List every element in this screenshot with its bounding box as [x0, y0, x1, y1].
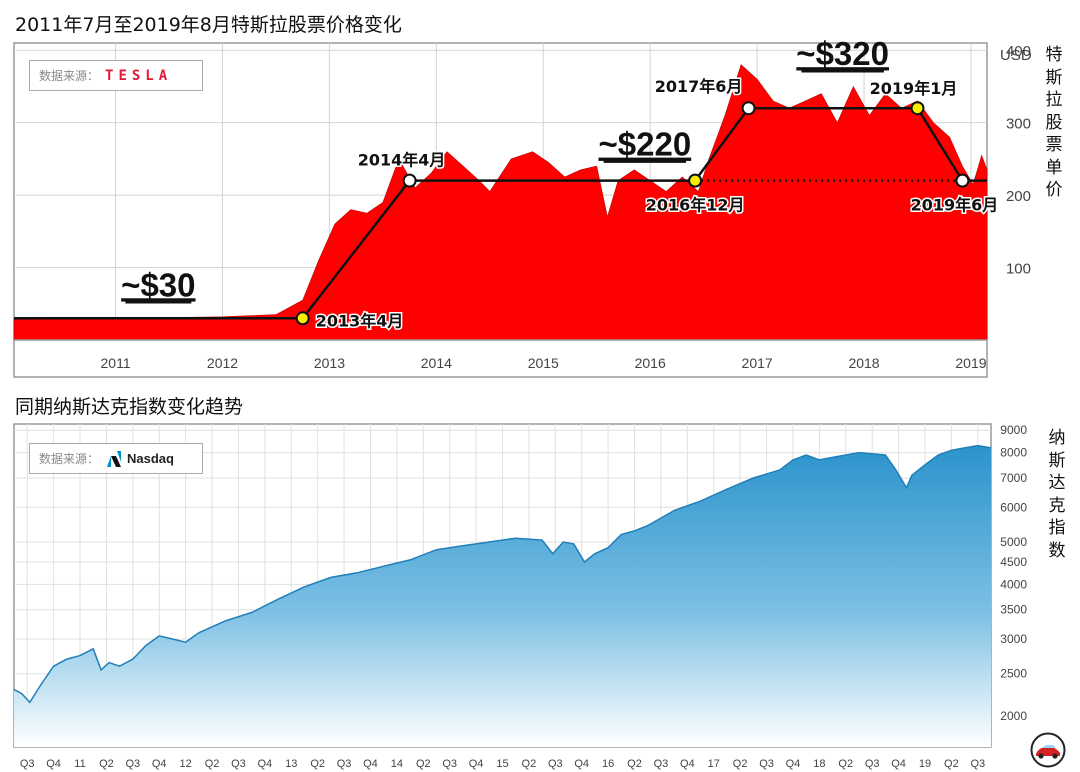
tesla-y-axis-label: 特斯拉股票单价 — [1045, 45, 1063, 200]
nasdaq-y-tick-label: 5000 — [1000, 535, 1027, 549]
car-icon — [1030, 732, 1066, 768]
tesla-x-tick-label: 2015 — [528, 355, 559, 371]
nasdaq-logo-text: Nasdaq — [127, 451, 174, 466]
nasdaq-x-tick-label: Q3 — [125, 758, 140, 770]
tesla-y-tick-label: 200 — [1006, 188, 1031, 205]
nasdaq-chart-title: 同期纳斯达克指数变化趋势 — [15, 396, 244, 418]
nasdaq-x-tick-label: 13 — [285, 758, 297, 770]
nasdaq-x-tick-label: 19 — [919, 758, 931, 770]
nasdaq-logo-icon: Nasdaq — [105, 450, 174, 468]
nasdaq-x-tick-label: 15 — [496, 758, 508, 770]
tesla-trend-point — [910, 101, 925, 116]
nasdaq-x-tick-label: Q2 — [205, 758, 220, 770]
tesla-x-tick-label: 2012 — [207, 355, 238, 371]
nasdaq-source-box: 数据来源： Nasdaq — [29, 443, 203, 474]
tesla-x-tick-label: 2013 — [314, 355, 345, 371]
nasdaq-y-tick-label: 6000 — [1000, 500, 1027, 514]
nasdaq-y-tick-label: 4500 — [1000, 555, 1027, 569]
tesla-price-annotation: ~$220 — [599, 126, 692, 163]
nasdaq-x-tick-label: Q2 — [310, 758, 325, 770]
tesla-y-tick-label: 300 — [1006, 116, 1031, 133]
tesla-source-box: 数据来源： TESLA — [29, 60, 203, 91]
source-label: 数据来源： — [39, 452, 100, 466]
nasdaq-index-area — [14, 445, 991, 747]
tesla-date-annotation: 2019年6月 — [911, 196, 999, 215]
nasdaq-x-tick-label: Q2 — [838, 758, 853, 770]
nasdaq-x-tick-label: Q2 — [522, 758, 537, 770]
nasdaq-y-tick-label: 8000 — [1000, 446, 1027, 460]
tesla-x-tick-label: 2011 — [101, 355, 131, 371]
nasdaq-x-tick-label: Q2 — [627, 758, 642, 770]
nasdaq-x-tick-label: Q4 — [46, 758, 61, 770]
nasdaq-y-tick-label: 3500 — [1000, 603, 1027, 617]
nasdaq-y-tick-label: 4000 — [1000, 577, 1027, 591]
nasdaq-y-axis-label: 纳斯达克指数 — [1048, 428, 1066, 561]
nasdaq-x-tick-label: Q4 — [891, 758, 906, 770]
nasdaq-x-tick-label: Q4 — [469, 758, 484, 770]
nasdaq-x-tick-label: Q3 — [337, 758, 352, 770]
nasdaq-chart: Q3 Q4 11 Q2 Q3 Q4 12 Q2 Q3 Q4 13 Q2 Q3 Q4 14 Q2 Q3 Q4 15 Q2… — [13, 423, 1027, 770]
tesla-logo-icon: TESLA — [105, 67, 173, 84]
nasdaq-x-tick-label: Q3 — [548, 758, 563, 770]
nasdaq-index-line — [13, 444, 992, 704]
source-label: 数据来源： — [39, 69, 100, 83]
nasdaq-x-tick-label: Q4 — [152, 758, 167, 770]
nasdaq-y-tick-label: 9000 — [1000, 423, 1027, 437]
nasdaq-mark-icon — [107, 450, 122, 467]
nasdaq-x-tick-label: 17 — [708, 758, 720, 770]
tesla-chart-title: 2011年7月至2019年8月特斯拉股票价格变化 — [15, 14, 402, 36]
nasdaq-x-tick-label: 16 — [602, 758, 614, 770]
tesla-date-annotation: 2019年1月 — [870, 79, 958, 98]
tesla-x-tick-label: 2017 — [742, 355, 773, 371]
nasdaq-x-tick-label: Q4 — [258, 758, 273, 770]
tesla-date-annotation: 2016年12月 — [646, 196, 745, 215]
tesla-trend-line — [14, 106, 987, 320]
nasdaq-x-tick-label: Q3 — [442, 758, 457, 770]
tesla-y-tick-label: 100 — [1006, 261, 1031, 278]
tesla-date-annotation: 2014年4月 — [358, 151, 446, 170]
nasdaq-y-tick-label: 2000 — [1000, 709, 1027, 723]
nasdaq-x-tick-label: 14 — [391, 758, 403, 770]
tesla-x-tick-label: 2018 — [848, 355, 879, 371]
nasdaq-x-tick-label: Q3 — [20, 758, 35, 770]
tesla-trend-point — [741, 101, 756, 116]
nasdaq-x-tick-label: Q4 — [363, 758, 378, 770]
nasdaq-x-tick-label: Q4 — [680, 758, 695, 770]
tesla-chart: 2011 2012 2013 2014 2015 2016 2017 2018 2019 USD 1… — [13, 35, 1032, 378]
tesla-trend-point — [955, 173, 970, 188]
nasdaq-y-tick-label: 2500 — [1000, 667, 1027, 681]
nasdaq-x-tick-label: Q3 — [759, 758, 774, 770]
nasdaq-x-tick-label: Q3 — [970, 758, 985, 770]
nasdaq-x-tick-label: Q3 — [865, 758, 880, 770]
nasdaq-x-tick-label: Q3 — [231, 758, 246, 770]
nasdaq-x-tick-label: Q2 — [733, 758, 748, 770]
tesla-trend-point — [688, 173, 703, 188]
tesla-price-annotation: ~$30 — [121, 266, 195, 303]
nasdaq-x-tick-label: Q4 — [574, 758, 589, 770]
nasdaq-x-tick-label: Q2 — [99, 758, 114, 770]
nasdaq-x-tick-label: 11 — [74, 758, 85, 770]
tesla-date-annotation: 2013年4月 — [316, 311, 404, 330]
nasdaq-x-tick-label: 12 — [180, 758, 192, 770]
tesla-x-tick-label: 2014 — [421, 355, 452, 371]
tesla-trend-point — [295, 311, 310, 326]
tesla-price-annotation: ~$320 — [796, 35, 889, 72]
tesla-x-tick-label: 2019 — [955, 355, 986, 371]
tesla-x-tick-label: 2016 — [635, 355, 666, 371]
nasdaq-x-tick-label: 18 — [813, 758, 825, 770]
nasdaq-x-tick-label: Q2 — [416, 758, 431, 770]
nasdaq-x-tick-label: Q3 — [654, 758, 669, 770]
tesla-y-unit-label: USD — [1000, 47, 1032, 64]
tesla-trend-point — [402, 173, 417, 188]
tesla-x-axis-band — [13, 339, 988, 378]
nasdaq-y-tick-label: 7000 — [1000, 471, 1027, 485]
tesla-date-annotation: 2017年6月 — [655, 77, 743, 96]
nasdaq-x-tick-label: Q2 — [944, 758, 959, 770]
tesla-y-tick-label: 400 — [1006, 43, 1031, 60]
nasdaq-y-tick-label: 3000 — [1000, 632, 1027, 646]
nasdaq-x-tick-label: Q4 — [786, 758, 801, 770]
